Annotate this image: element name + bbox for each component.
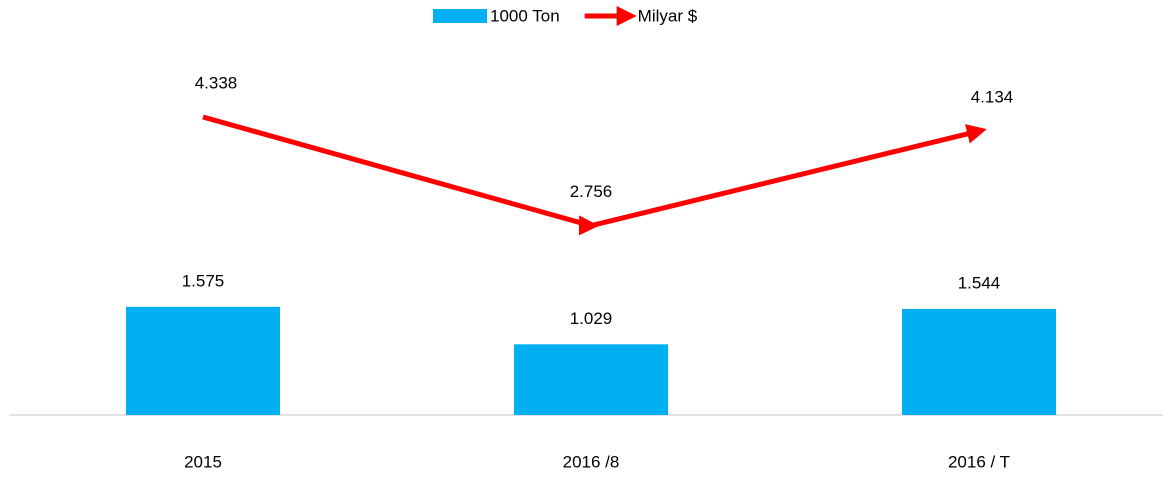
legend-swatch <box>433 9 487 23</box>
x-tick-label: 2015 <box>184 452 222 471</box>
bar <box>514 344 668 415</box>
data-label: 2.756 <box>570 182 613 201</box>
bar <box>902 308 1056 415</box>
data-label: 4.134 <box>971 87 1014 106</box>
line <box>202 114 987 236</box>
data-label: 4.338 <box>195 73 238 92</box>
legend-label: 1000 Ton <box>490 6 560 25</box>
legend-label: Milyar $ <box>638 6 698 25</box>
data-label: 1.029 <box>570 309 613 328</box>
x-tick-label: 2016 / T <box>948 452 1010 471</box>
data-label: 1.544 <box>958 273 1001 292</box>
data-label: 1.575 <box>182 271 225 290</box>
x-tick-label: 2016 /8 <box>563 452 620 471</box>
bar <box>126 306 280 415</box>
